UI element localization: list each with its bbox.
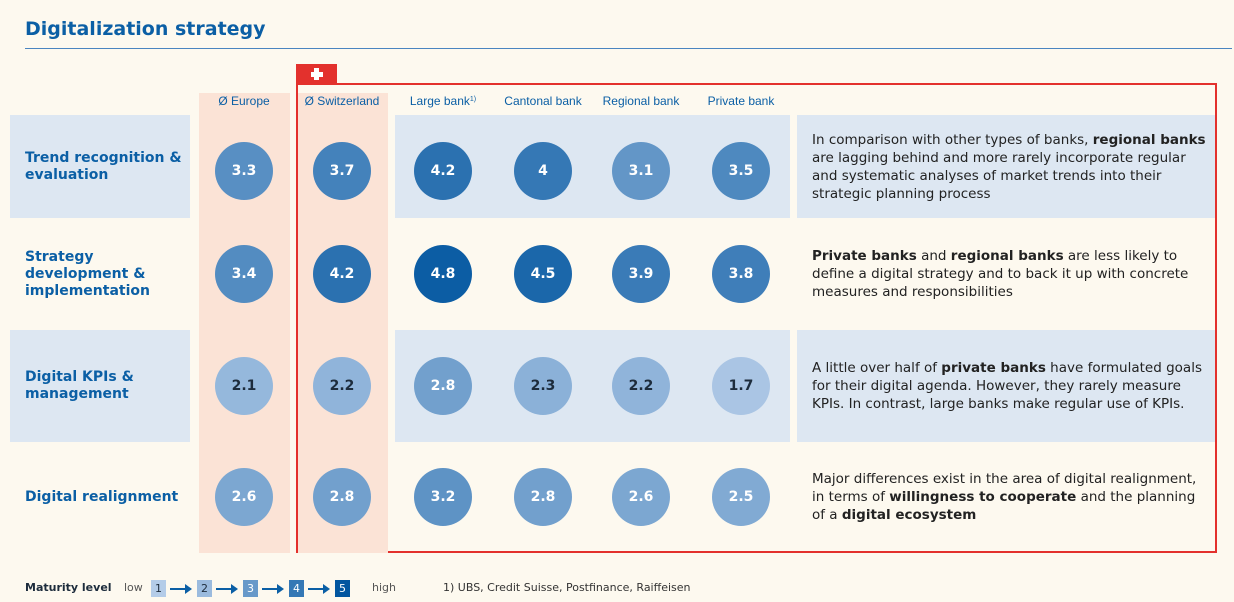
highlight-frame: [296, 83, 1217, 553]
comment-segment: are less likely to define a digital stra…: [812, 248, 1189, 300]
legend-level: 2: [197, 580, 212, 597]
maturity-circle: 4: [514, 141, 572, 200]
comment-segment: private banks: [941, 360, 1046, 376]
comment-text: In comparison with other types of banks,…: [812, 131, 1210, 203]
legend-title: Maturity level: [25, 581, 112, 594]
comment: A little over half of private banks have…: [812, 330, 1210, 442]
column-note: 1): [469, 96, 477, 103]
maturity-circle: 2.8: [414, 357, 472, 415]
comment-segment: digital ecosystem: [841, 507, 977, 523]
comment-text: A little over half of private banks have…: [812, 359, 1210, 413]
maturity-circle: 4.8: [414, 245, 472, 303]
title: Digitalization strategy: [25, 18, 266, 40]
column-label: Ø Switzerland: [304, 94, 380, 108]
row-band: [10, 115, 190, 218]
comment-segment: Major differences exist in the area of d…: [812, 471, 1197, 505]
comment-segment: have formulated goals for their digital …: [812, 360, 1202, 412]
comment-segment: A little over half of: [812, 360, 942, 376]
legend-level: 1: [151, 580, 166, 597]
column-label: Cantonal bank: [504, 94, 582, 108]
maturity-circle: 2.8: [514, 468, 572, 526]
maturity-circle: 3.1: [612, 141, 670, 200]
legend-arrowhead: [231, 584, 238, 594]
maturity-circle: 2.8: [313, 468, 371, 526]
column-header: Private bank: [691, 94, 791, 108]
comment-segment: Private banks: [812, 248, 917, 264]
row-band: [797, 115, 1215, 218]
row-label: Trend recognition & evaluation: [25, 149, 182, 183]
legend-level: 4: [289, 580, 304, 597]
comment-segment: are lagging behind and more rarely incor…: [812, 149, 1186, 202]
maturity-circle: 3.4: [215, 245, 273, 303]
legend-arrowhead: [185, 584, 192, 594]
row-label: Digital realignment: [25, 488, 179, 505]
legend-arrow: [262, 588, 279, 590]
column-label: Large bank: [409, 94, 470, 108]
legend-level: 3: [243, 580, 258, 597]
legend-low: low: [124, 581, 143, 594]
rule: [25, 48, 1232, 49]
maturity-circle: 4.2: [414, 141, 472, 200]
row-label: Digital KPIs & management: [25, 369, 134, 402]
column-header: Ø Europe: [194, 94, 294, 108]
maturity-circle: 3.9: [612, 245, 670, 303]
maturity-circle: 3.8: [712, 245, 770, 303]
comment-segment: In comparison with other types of banks,: [812, 131, 1093, 148]
maturity-circle: 2.6: [215, 468, 273, 526]
column-label: Ø Europe: [218, 94, 270, 108]
column-label: Regional bank: [602, 94, 680, 108]
column-header: Ø Switzerland: [292, 94, 392, 108]
column-header: Large bank1): [393, 94, 493, 108]
swiss-flag: [296, 64, 337, 84]
comment-segment: regional banks: [950, 248, 1064, 264]
comment-text: Major differences exist in the area of d…: [812, 470, 1210, 524]
maturity-circle: 3.2: [414, 468, 472, 526]
maturity-circle: 2.6: [612, 468, 670, 526]
maturity-circle: 1.7: [712, 357, 770, 415]
comment-segment: and the planning of a: [812, 489, 1196, 523]
comment-segment: regional banks: [1092, 131, 1206, 148]
comment: Private banks and regional banks are les…: [812, 218, 1210, 330]
maturity-circle: 3.3: [215, 141, 273, 200]
maturity-circle: 2.3: [514, 357, 572, 415]
row-band: [797, 330, 1215, 442]
maturity-circle: 3.5: [712, 141, 770, 200]
comment-text: Private banks and regional banks are les…: [812, 247, 1210, 301]
maturity-circle: 2.2: [612, 357, 670, 415]
row-band: [10, 330, 190, 442]
column-header: Regional bank: [591, 94, 691, 108]
comment: In comparison with other types of banks,…: [812, 115, 1210, 218]
comment-segment: willingness to cooperate: [889, 489, 1077, 505]
footnote: 1) UBS, Credit Suisse, Postfinance, Raif…: [443, 581, 691, 594]
comment: Major differences exist in the area of d…: [812, 442, 1210, 552]
column-label: Private bank: [707, 94, 775, 108]
maturity-circle: 4.2: [313, 245, 371, 303]
maturity-circle: 4.5: [514, 245, 572, 303]
legend-arrow: [308, 588, 325, 590]
legend-level: 5: [335, 580, 350, 597]
maturity-circle: 3.7: [313, 141, 371, 200]
maturity-circle: 2.1: [215, 357, 273, 415]
comment-segment: and: [916, 248, 951, 264]
legend-arrow: [216, 588, 233, 590]
legend-arrowhead: [323, 584, 330, 594]
maturity-circle: 2.5: [712, 468, 770, 526]
legend-arrowhead: [277, 584, 284, 594]
row-label: Strategy development & implementation: [25, 248, 150, 299]
legend-arrow: [170, 588, 187, 590]
legend-high: high: [372, 581, 396, 594]
column-header: Cantonal bank: [493, 94, 593, 108]
maturity-circle: 2.2: [313, 357, 371, 415]
